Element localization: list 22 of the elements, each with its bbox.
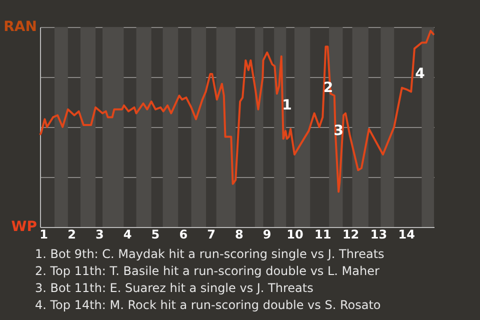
x-tick-label: 11	[314, 228, 332, 242]
x-tick-label: 14	[398, 228, 415, 242]
text: 3. Bot 11th: E. Suarez hit a single vs J. Threats	[35, 281, 314, 295]
x-tick-label: 1	[40, 228, 48, 242]
text: RAN	[4, 19, 37, 35]
text: 4. Top 14th: M. Rock hit a run-scoring double vs S. Rosato	[35, 298, 381, 312]
text: 2. Top 11th: T. Basile hit a run-scoring double vs L. Maher	[35, 264, 380, 278]
text: WP	[11, 219, 37, 235]
x-tick-label: 12	[342, 228, 360, 242]
x-tick-label: 8	[234, 228, 244, 242]
x-tick-label: 7	[207, 228, 216, 242]
text: 1. Bot 9th: C. Maydak hit a run-scoring single vs J. Threats	[35, 247, 384, 261]
x-tick-label: 4	[123, 228, 132, 242]
x-tick-label: 13	[370, 228, 388, 242]
x-tick-label: 3	[95, 228, 104, 242]
x-tick-label: 6	[179, 228, 188, 242]
annotation: 1	[282, 97, 292, 114]
x-tick-label: 10	[286, 228, 304, 242]
annotation: 4	[415, 66, 426, 82]
x-tick-label: 5	[151, 228, 160, 242]
x-tick-label: 9	[262, 228, 272, 242]
x-tick-label: 2	[68, 228, 76, 242]
